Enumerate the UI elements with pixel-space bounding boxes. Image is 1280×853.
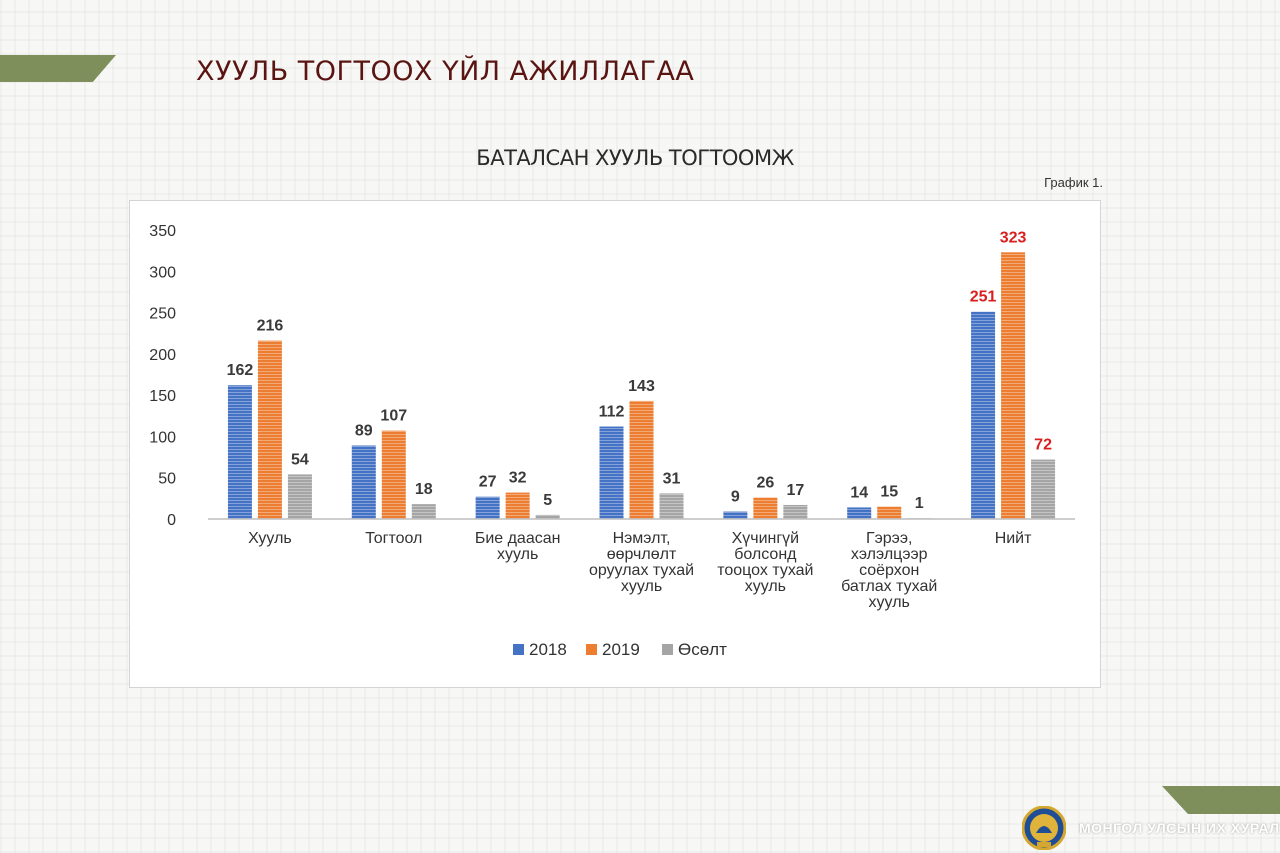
bar-2019 — [1001, 252, 1026, 519]
data-label-2019: 143 — [628, 378, 655, 395]
footer-ribbon — [1162, 786, 1280, 814]
x-category-label: Нэмэлт, өөрчлөлт оруулах тухай хууль — [589, 530, 694, 595]
data-label-2019: 26 — [756, 475, 774, 492]
state-emblem-icon — [1022, 806, 1066, 850]
legend-swatch-2019 — [586, 644, 597, 655]
legend-label-growth: Өсөлт — [678, 640, 727, 659]
y-tick-label: 200 — [149, 347, 176, 364]
x-category-label: Хууль — [248, 530, 292, 547]
bar-growth — [535, 514, 560, 519]
data-label-growth: 54 — [291, 451, 309, 468]
y-tick-label: 250 — [149, 306, 176, 323]
x-category-label: Тогтоол — [365, 530, 422, 547]
data-label-2019: 32 — [509, 470, 527, 487]
chart-caption: График 1. — [1044, 175, 1103, 190]
bar-2018 — [971, 311, 996, 519]
bar-2018 — [599, 426, 624, 519]
bar-2019 — [505, 492, 530, 519]
bar-2018 — [475, 496, 500, 519]
data-label-2019: 15 — [880, 484, 898, 501]
data-label-2018: 89 — [355, 423, 373, 440]
y-tick-label: 50 — [158, 471, 176, 488]
y-tick-label: 150 — [149, 388, 176, 405]
data-label-2019: 323 — [1000, 229, 1027, 246]
data-label-2019: 216 — [257, 318, 284, 335]
data-label-2018: 162 — [227, 362, 254, 379]
chart-panel: 0 50 100 150 200 250 300 350 162 89 27 112 9 14 251 216… — [129, 200, 1101, 688]
bar-2018 — [351, 445, 376, 519]
bar-chart: 0 50 100 150 200 250 300 350 162 89 27 112 9 14 251 216… — [149, 223, 1075, 659]
bar-growth — [659, 493, 684, 519]
x-category-label: Гэрээ, хэлэлцээр соёрхон батлах тухай хууль — [841, 530, 937, 611]
page-title: ХУУЛЬ ТОГТООХ ҮЙЛ АЖИЛЛАГАА — [196, 56, 695, 87]
bar-growth — [783, 504, 808, 519]
legend-label-2018: 2018 — [529, 640, 567, 659]
x-category-label: Бие даасан хууль — [475, 530, 561, 563]
x-category-label: Хүчингүй болсонд тооцох тухай хууль — [717, 530, 813, 595]
legend-label-2019: 2019 — [602, 640, 640, 659]
x-category-label: Нийт — [995, 530, 1032, 547]
data-label-2018: 251 — [970, 289, 997, 306]
data-label-growth: 18 — [415, 481, 433, 498]
data-label-growth: 72 — [1034, 437, 1052, 454]
data-label-growth: 31 — [663, 470, 681, 487]
bar-2018 — [227, 385, 252, 519]
y-tick-label: 350 — [149, 223, 176, 240]
data-label-2018: 27 — [479, 474, 497, 491]
header-ribbon — [0, 55, 116, 82]
y-tick-label: 300 — [149, 264, 176, 281]
legend-swatch-growth — [662, 644, 673, 655]
bar-2018 — [723, 511, 748, 519]
data-label-2018: 112 — [599, 404, 625, 421]
bar-2019 — [877, 506, 902, 519]
bar-growth — [1031, 459, 1056, 519]
chart-title: БАТАЛСАН ХУУЛЬ ТОГТООМЖ — [476, 146, 794, 170]
data-label-growth: 5 — [543, 492, 552, 509]
y-tick-label: 0 — [167, 512, 176, 529]
data-label-2018: 9 — [731, 489, 740, 506]
bar-2018 — [847, 507, 872, 519]
bar-growth — [411, 504, 436, 519]
data-label-growth: 1 — [915, 495, 924, 512]
bar-2019 — [629, 400, 654, 519]
data-label-2018: 14 — [850, 484, 868, 501]
y-tick-label: 100 — [149, 429, 176, 446]
footer-org-name: МОНГОЛ УЛСЫН ИХ ХУРАЛ — [1079, 820, 1280, 836]
bar-2019 — [257, 340, 282, 519]
data-label-growth: 17 — [786, 482, 804, 499]
bar-growth — [287, 474, 312, 519]
bar-2019 — [753, 497, 778, 519]
bar-2019 — [381, 430, 406, 519]
legend-swatch-2018 — [513, 644, 524, 655]
data-label-2019: 107 — [380, 408, 407, 425]
